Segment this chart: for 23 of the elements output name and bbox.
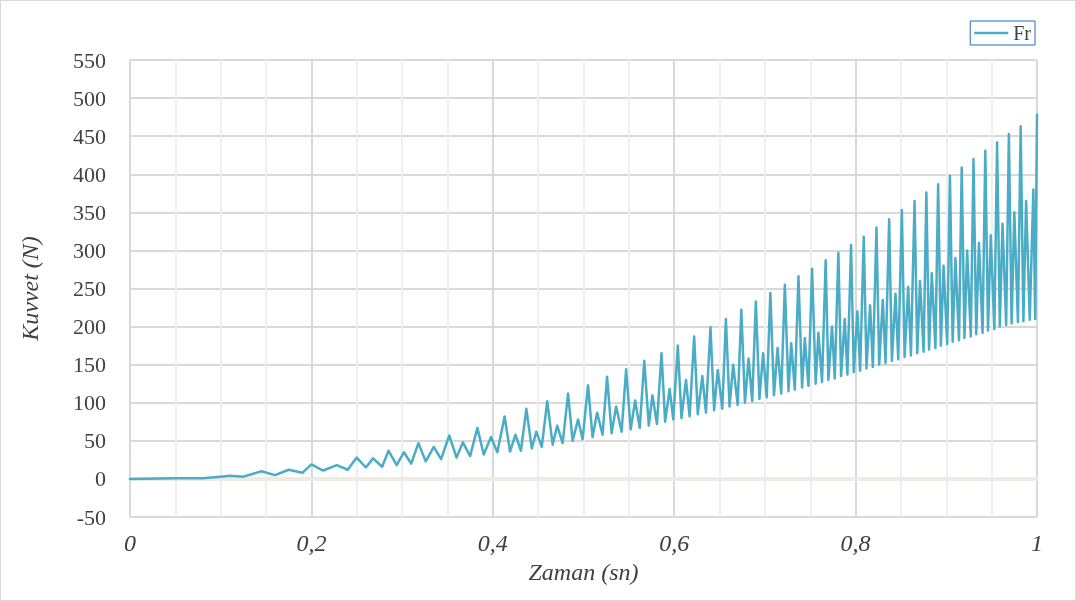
x-tick-label: 1: [1031, 530, 1043, 556]
y-tick-label: 400: [73, 161, 106, 187]
y-tick-label: 500: [73, 85, 106, 111]
y-tick-label: 300: [73, 237, 106, 263]
x-tick-label: 0,2: [296, 530, 327, 556]
y-tick-label: 350: [73, 199, 106, 225]
y-tick-label: 50: [84, 428, 106, 454]
y-tick-label: 250: [73, 276, 106, 301]
line-series: [128, 113, 1039, 481]
x-tick-label: 0: [124, 530, 136, 556]
x-tick-label: 0,4: [477, 530, 508, 556]
x-axis-title: Zaman (sn): [528, 558, 639, 585]
y-axis-title: Kuvvet (N): [17, 236, 43, 342]
y-tick-label: 450: [73, 123, 106, 149]
y-tick-label: 550: [73, 47, 106, 73]
x-tick-label: 0,8: [840, 530, 871, 556]
x-tick-label: 0,6: [659, 530, 690, 556]
y-tick-label: 200: [73, 314, 106, 340]
y-tick-label: -50: [76, 504, 106, 530]
y-tick-label: 150: [73, 352, 106, 378]
legend-label: Fr: [1013, 22, 1032, 44]
y-tick-label: 0: [95, 466, 106, 492]
y-tick-label: 100: [73, 390, 106, 416]
